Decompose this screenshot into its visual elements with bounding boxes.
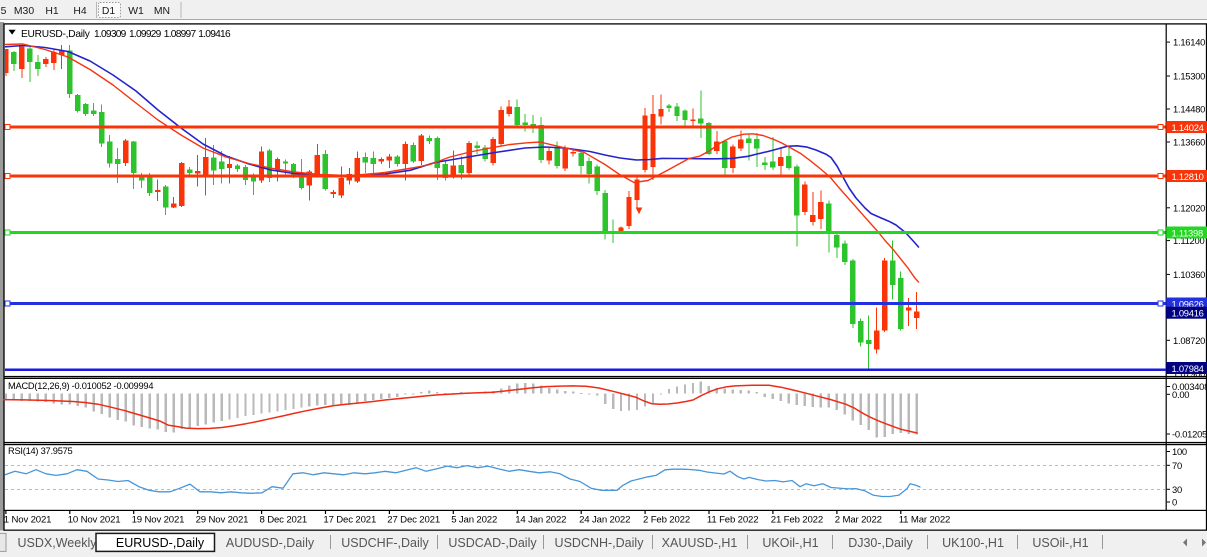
svg-text:8 Dec 2021: 8 Dec 2021 [260,515,308,526]
svg-text:USOil-,H1: USOil-,H1 [1032,536,1088,550]
svg-text:H1: H1 [45,6,59,17]
svg-text:D1: D1 [102,6,116,17]
svg-text:1.11200: 1.11200 [1173,235,1204,246]
svg-text:USDCNH-,Daily: USDCNH-,Daily [555,536,645,550]
svg-text:UK100-,H1: UK100-,H1 [942,536,1004,550]
svg-text:1.12020: 1.12020 [1173,202,1205,213]
svg-text:W1: W1 [128,6,144,17]
svg-text:11 Mar 2022: 11 Mar 2022 [899,515,951,526]
svg-text:1.09309: 1.09309 [94,29,127,40]
svg-text:1.15300: 1.15300 [1173,71,1205,82]
svg-text:EURUSD-,Daily: EURUSD-,Daily [116,536,205,550]
svg-text:1.09626: 1.09626 [1172,298,1204,309]
svg-text:5 Jan 2022: 5 Jan 2022 [451,515,497,526]
svg-text:1.10360: 1.10360 [1173,269,1205,280]
svg-text:19 Nov 2021: 19 Nov 2021 [132,515,185,526]
svg-text:USDX,Weekly: USDX,Weekly [18,536,98,550]
svg-text:1.11398: 1.11398 [1172,227,1203,238]
svg-text:29 Nov 2021: 29 Nov 2021 [196,515,249,526]
svg-text:14 Jan 2022: 14 Jan 2022 [515,515,566,526]
svg-text:27 Dec 2021: 27 Dec 2021 [387,515,440,526]
svg-text:100: 100 [1172,446,1187,457]
svg-text:XAUUSD-,H1: XAUUSD-,H1 [662,536,738,550]
svg-text:17 Dec 2021: 17 Dec 2021 [323,515,376,526]
svg-text:1.13660: 1.13660 [1173,137,1205,148]
svg-text:-0.01205: -0.01205 [1172,429,1207,440]
svg-text:0: 0 [1172,497,1177,508]
svg-text:2 Feb 2022: 2 Feb 2022 [643,515,690,526]
svg-text:1.12810: 1.12810 [1172,171,1204,182]
svg-text:1.08997: 1.08997 [164,29,197,40]
svg-text:H4: H4 [73,6,87,17]
svg-text:M30: M30 [14,6,34,17]
svg-text:2 Mar 2022: 2 Mar 2022 [835,515,882,526]
svg-text:AUDUSD-,Daily: AUDUSD-,Daily [226,536,315,550]
svg-text:UKOil-,H1: UKOil-,H1 [762,536,818,550]
svg-text:DJ30-,Daily: DJ30-,Daily [848,536,913,550]
svg-text:24 Jan 2022: 24 Jan 2022 [579,515,630,526]
svg-text:21 Feb 2022: 21 Feb 2022 [771,515,823,526]
svg-text:5: 5 [1,6,7,17]
svg-text:1.09416: 1.09416 [1172,308,1204,319]
svg-text:11 Feb 2022: 11 Feb 2022 [707,515,759,526]
svg-text:1.09416: 1.09416 [198,29,231,40]
svg-text:70: 70 [1172,460,1182,471]
svg-text:EURUSD-,Daily: EURUSD-,Daily [21,29,91,40]
svg-text:1.09929: 1.09929 [129,29,162,40]
svg-text:1.07984: 1.07984 [1172,363,1204,374]
svg-text:1.08720: 1.08720 [1173,335,1205,346]
svg-text:1.14480: 1.14480 [1173,104,1205,115]
svg-text:USDCHF-,Daily: USDCHF-,Daily [341,536,429,550]
svg-text:10 Nov 2021: 10 Nov 2021 [68,515,121,526]
svg-text:1 Nov 2021: 1 Nov 2021 [4,515,52,526]
svg-text:30: 30 [1172,484,1182,495]
svg-text:0.003408: 0.003408 [1172,381,1207,392]
svg-text:MACD(12,26,9) -0.010052 -0.009: MACD(12,26,9) -0.010052 -0.009994 [8,381,153,391]
svg-text:1.16140: 1.16140 [1173,37,1205,48]
svg-text:RSI(14) 37.9575: RSI(14) 37.9575 [8,446,73,456]
svg-text:MN: MN [154,6,170,17]
svg-text:0.00: 0.00 [1172,389,1189,400]
svg-text:1.14024: 1.14024 [1172,122,1204,133]
svg-text:USDCAD-,Daily: USDCAD-,Daily [448,536,537,550]
